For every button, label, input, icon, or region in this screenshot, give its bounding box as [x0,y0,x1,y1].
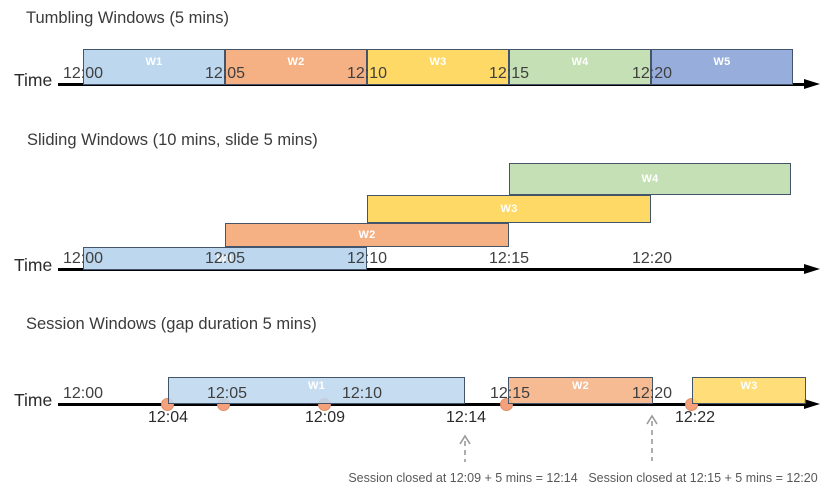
session-close-arrow-icon [646,414,658,461]
session-tick: 12:00 [62,385,104,402]
sliding-tick: 12:05 [204,250,246,267]
tumbling-tick: 12:20 [631,65,673,82]
session-window-bar-w1: W1 [168,377,465,404]
session-axis-arrowhead-icon [804,399,820,409]
session-time-axis [58,403,806,406]
window-label: W5 [713,56,731,68]
session-window-bar-w3: W3 [692,377,806,404]
sliding-tick: 12:10 [346,250,388,267]
window-label: W4 [641,173,659,185]
sliding-tick: 12:00 [62,250,104,267]
window-label: W2 [287,56,305,68]
session-close-arrow-icon [459,434,471,462]
window-label: W3 [429,56,447,68]
tumbling-window-bar-w2: W2 [225,49,367,85]
event-time-label: 12:14 [445,409,487,426]
tumbling-window-bar-w1: W1 [83,49,225,85]
tumbling-tick: 12:10 [346,65,388,82]
tumbling-axis-arrowhead-icon [804,79,820,89]
sliding-window-bar-w1: W1 [83,247,367,270]
session-tick: 12:20 [631,385,673,402]
sliding-window-bar-w4: W4 [509,163,791,195]
sliding-time-axis [58,268,806,271]
sliding-window-bar-w2: W2 [225,223,509,247]
tumbling-tick: 12:15 [488,65,530,82]
sliding-axis-arrowhead-icon [804,264,820,274]
window-label: W2 [358,229,376,241]
window-label: W2 [571,379,590,392]
event-time-label: 12:09 [304,409,346,426]
window-label: W1 [307,379,326,392]
tumbling-window-bar-w5: W5 [651,49,793,85]
sliding-section-title: Sliding Windows (10 mins, slide 5 mins) [27,131,318,149]
session-section-title: Session Windows (gap duration 5 mins) [26,315,317,333]
session-time-axis-label: Time [14,390,53,410]
event-time-label: 12:22 [674,409,716,426]
window-label: W3 [740,379,758,392]
sliding-time-axis-label: Time [14,255,53,275]
session-tick: 12:15 [489,385,531,402]
sliding-window-bar-w3: W3 [367,195,651,223]
tumbling-time-axis-label: Time [14,70,53,90]
tumbling-window-bar-w3: W3 [367,49,509,85]
session-window-bar-w2: W2 [508,377,653,404]
tumbling-tick: 12:00 [62,65,104,82]
tumbling-window-bar-w4: W4 [509,49,651,85]
session-tick: 12:10 [341,385,383,402]
event-time-label: 12:04 [147,409,189,426]
window-label: W1 [145,56,163,68]
sliding-tick: 12:20 [631,250,673,267]
window-label: W3 [500,203,518,215]
tumbling-section-title: Tumbling Windows (5 mins) [26,9,229,27]
tumbling-tick: 12:05 [204,65,246,82]
sliding-tick: 12:15 [488,250,530,267]
window-label: W4 [571,56,589,68]
window-label: W1 [216,252,234,265]
session-tick: 12:05 [206,385,248,402]
session-close-annotation-1: Session closed at 12:09 + 5 mins = 12:14 [348,471,578,485]
session-close-annotation-2: Session closed at 12:15 + 5 mins = 12:20 [588,471,818,485]
